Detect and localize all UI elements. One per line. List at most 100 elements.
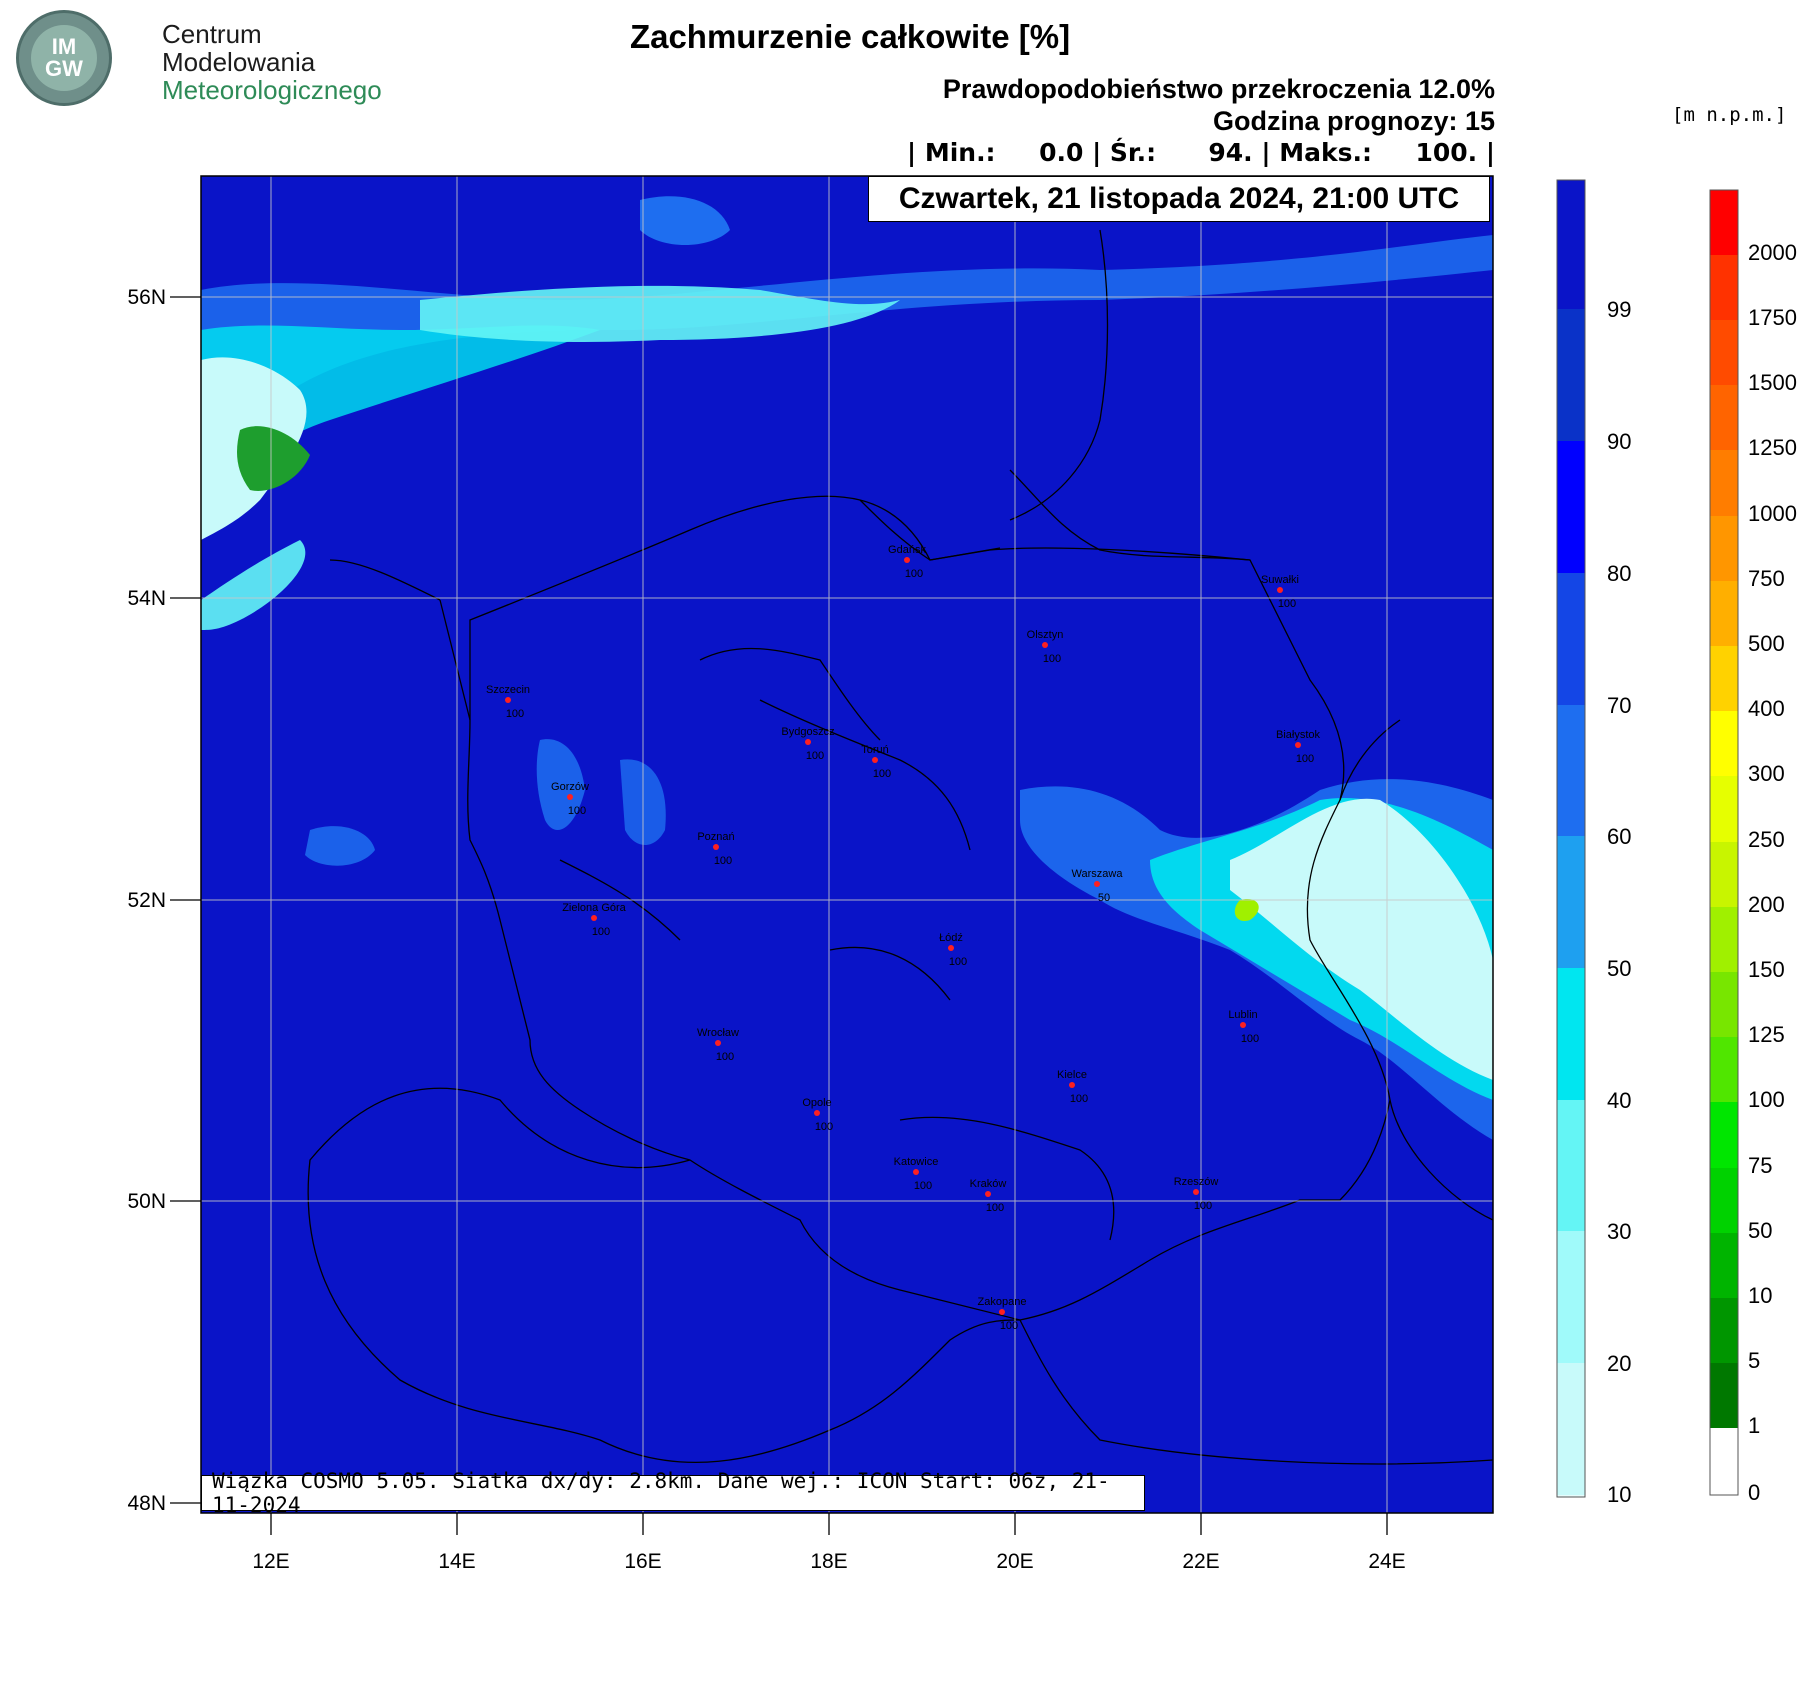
terrain-colorbar: 2000 1750 1500 1250 1000 750 500 400 300…: [1709, 189, 1797, 1505]
cloud-label-90: 90: [1607, 429, 1631, 454]
svg-text:100: 100: [1296, 753, 1314, 765]
imgw-emblem: IM GW: [16, 10, 112, 106]
lon-label-22e: 22E: [1182, 1550, 1219, 1573]
valid-date-box: Czwartek, 21 listopada 2024, 21:00 UTC: [868, 176, 1490, 222]
city-rzeszow: Rzeszów 100: [1174, 1176, 1219, 1212]
svg-text:100: 100: [1241, 1033, 1259, 1045]
svg-text:100: 100: [592, 926, 610, 938]
svg-text:100: 100: [905, 568, 923, 580]
svg-text:100: 100: [873, 768, 891, 780]
svg-text:Katowice: Katowice: [894, 1156, 939, 1168]
lon-label-16e: 16E: [624, 1550, 661, 1573]
cloud-gap-east: [305, 739, 1493, 1140]
cloud-label-50: 50: [1607, 956, 1631, 981]
svg-text:100: 100: [1278, 598, 1296, 610]
lon-label-14e: 14E: [438, 1550, 475, 1573]
cloud-bar-10-20: [1557, 1363, 1585, 1495]
svg-text:100: 100: [1000, 1320, 1018, 1332]
svg-text:Lublin: Lublin: [1228, 1009, 1257, 1021]
svg-text:Bydgoszcz: Bydgoszcz: [781, 726, 834, 738]
cloud-label-70: 70: [1607, 693, 1631, 718]
svg-text:Warszawa: Warszawa: [1072, 868, 1124, 880]
city-szczecin: Szczecin 100: [486, 684, 530, 720]
cloud-bar-30-40: [1557, 1100, 1585, 1231]
lon-label-20e: 20E: [996, 1550, 1033, 1573]
lat-label-48n: 48N: [127, 1492, 166, 1515]
terrain-label-2000: 2000: [1748, 240, 1797, 265]
svg-text:100: 100: [914, 1180, 932, 1192]
city-bialystok: Białystok 100: [1276, 729, 1321, 765]
lon-label-18e: 18E: [810, 1550, 847, 1573]
city-opole: Opole 100: [802, 1097, 833, 1133]
svg-text:100: 100: [716, 1051, 734, 1063]
svg-text:Zakopane: Zakopane: [978, 1296, 1027, 1308]
svg-text:Kielce: Kielce: [1057, 1069, 1087, 1081]
svg-text:Poznań: Poznań: [697, 831, 734, 843]
terrain-label-1750: 1750: [1748, 305, 1797, 330]
terrain-label-1: 1: [1748, 1413, 1760, 1438]
cloud-bar-40-50: [1557, 968, 1585, 1100]
cloud-label-60: 60: [1607, 824, 1631, 849]
city-suwalki: Suwałki 100: [1261, 574, 1299, 610]
cloud-cover-colorbar: 99 90 80 70 60 50 40 30 20 10: [1556, 179, 1631, 1507]
terrain-label-400: 400: [1748, 696, 1785, 721]
city-bydgoszcz: Bydgoszcz 100: [781, 726, 834, 762]
svg-text:Gdańsk: Gdańsk: [888, 544, 926, 556]
imgw-logo: IM GW Centrum Modelowania Meteorologiczn…: [12, 10, 384, 110]
svg-text:100: 100: [806, 750, 824, 762]
svg-text:Kraków: Kraków: [970, 1178, 1007, 1190]
lat-label-54n: 54N: [127, 587, 166, 610]
svg-text:100: 100: [506, 708, 524, 720]
forecast-hour-text: Godzina prognozy: 15: [1212, 106, 1495, 136]
city-poznan: Poznań 100: [697, 831, 734, 867]
terrain-label-300: 300: [1748, 761, 1785, 786]
svg-text:Suwałki: Suwałki: [1261, 574, 1299, 586]
model-info-box: Wiązka COSMO 5.05. Siatka dx/dy: 2.8km. …: [201, 1469, 1145, 1517]
axis-ticks: [170, 296, 1388, 1535]
terrain-label-10: 10: [1748, 1283, 1772, 1308]
terrain-label-75: 75: [1748, 1153, 1772, 1178]
cloud-bar-80-90: [1557, 441, 1585, 573]
lon-label-12e: 12E: [252, 1550, 289, 1573]
city-katowice: Katowice 100: [894, 1156, 939, 1192]
svg-text:Rzeszów: Rzeszów: [1174, 1176, 1219, 1188]
city-wroclaw: Wrocław 100: [697, 1027, 739, 1063]
svg-text:100: 100: [949, 956, 967, 968]
terrain-label-0: 0: [1748, 1480, 1760, 1505]
cloud-label-20: 20: [1607, 1351, 1631, 1376]
terrain-label-1500: 1500: [1748, 370, 1797, 395]
logo-line-3: Meteorologicznego: [162, 75, 382, 105]
cloud-label-10: 10: [1607, 1482, 1631, 1507]
terrain-label-1000: 1000: [1748, 501, 1797, 526]
city-warszawa: Warszawa 50: [1072, 868, 1124, 904]
logo-line-2: Modelowania: [162, 47, 316, 77]
svg-text:Zielona Góra: Zielona Góra: [562, 902, 626, 914]
svg-text:Toruń: Toruń: [861, 744, 889, 756]
terrain-label-250: 250: [1748, 827, 1785, 852]
lon-label-24e: 24E: [1368, 1550, 1405, 1573]
svg-text:Białystok: Białystok: [1276, 729, 1321, 741]
terrain-label-50: 50: [1748, 1218, 1772, 1243]
terrain-label-125: 125: [1748, 1022, 1785, 1047]
svg-text:Gorzów: Gorzów: [551, 781, 589, 793]
terrain-label-5: 5: [1748, 1348, 1760, 1373]
svg-text:100: 100: [714, 855, 732, 867]
cloud-label-80: 80: [1607, 561, 1631, 586]
svg-text:100: 100: [568, 805, 586, 817]
city-kielce: Kielce 100: [1057, 1069, 1088, 1105]
cloud-bar-90-99: [1557, 309, 1585, 441]
svg-text:100: 100: [986, 1202, 1004, 1214]
svg-text:Szczecin: Szczecin: [486, 684, 530, 696]
cloud-bar-60-70: [1557, 705, 1585, 836]
lat-label-56n: 56N: [127, 286, 166, 309]
terrain-label-100: 100: [1748, 1087, 1785, 1112]
cloud-label-40: 40: [1607, 1088, 1631, 1113]
svg-text:Opole: Opole: [802, 1097, 831, 1109]
terrain-label-1250: 1250: [1748, 435, 1797, 460]
lat-label-50n: 50N: [127, 1190, 166, 1213]
country-borders: [307, 229, 1494, 1465]
city-torun: Toruń 100: [861, 744, 891, 780]
city-olsztyn: Olsztyn 100: [1027, 629, 1064, 665]
svg-text:Wrocław: Wrocław: [697, 1027, 739, 1039]
